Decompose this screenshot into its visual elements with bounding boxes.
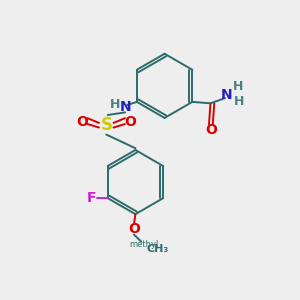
Text: H: H	[232, 80, 243, 93]
Text: H: H	[234, 95, 244, 108]
Text: methyl: methyl	[130, 240, 159, 249]
Text: H: H	[110, 98, 120, 111]
Text: O: O	[205, 123, 217, 137]
Text: N: N	[120, 100, 131, 114]
Text: O: O	[124, 115, 136, 129]
Text: N: N	[221, 88, 232, 102]
Text: S: S	[100, 116, 112, 134]
Text: O: O	[128, 222, 140, 236]
Text: F: F	[87, 191, 96, 205]
Text: CH₃: CH₃	[146, 244, 169, 254]
Text: O: O	[76, 115, 88, 129]
